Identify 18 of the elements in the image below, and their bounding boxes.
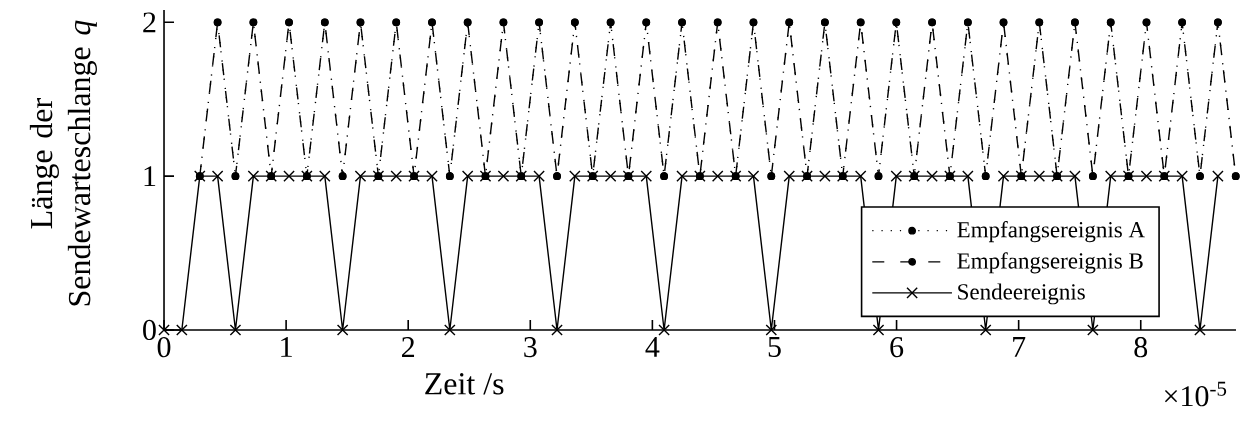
y-tick-label: 2 — [143, 12, 156, 33]
x-tick-label: 6 — [890, 337, 904, 358]
x-tick-label: 3 — [524, 337, 537, 358]
x-tick-label: 1 — [281, 337, 292, 357]
x-tick-label: 0 — [157, 337, 171, 358]
x-tick-label: 7 — [1013, 337, 1026, 357]
legend-label: Empfangsereignis A — [957, 221, 1145, 243]
y-axis-title: Länge der Sendewarteschlange q — [29, 20, 97, 306]
x-axis-title: Zeit /s — [425, 373, 504, 395]
legend-label: Empfangsereignis B — [957, 252, 1143, 274]
y-tick-label: 0 — [143, 319, 156, 341]
x-tick-label: 5 — [768, 337, 781, 357]
x-tick-label: 8 — [1134, 337, 1148, 358]
text: ×10$^{-5}$ — [1164, 381, 1227, 407]
y-tick-label: 1 — [144, 166, 156, 187]
x-tick-label: 4 — [645, 337, 660, 357]
legend-label: Sendeereignis — [958, 283, 1085, 305]
x-tick-label: 2 — [402, 337, 415, 357]
